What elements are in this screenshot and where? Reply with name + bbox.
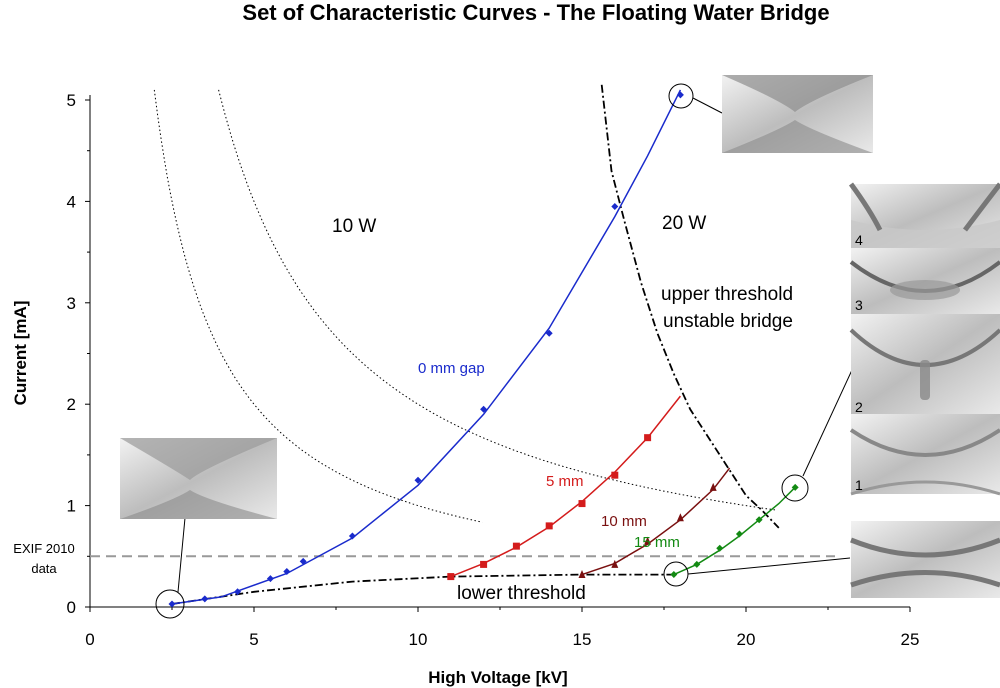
fit-curve-5-mm xyxy=(450,395,681,578)
photo-number-3: 3 xyxy=(855,297,863,313)
lower-threshold-label: lower threshold xyxy=(457,583,586,604)
series-label-0mm: 0 mm gap xyxy=(418,360,485,377)
data-point xyxy=(578,500,586,508)
photo-1 xyxy=(849,414,1000,496)
data-point xyxy=(201,595,209,603)
axes xyxy=(89,95,910,608)
power-curve xyxy=(153,89,483,523)
data-point xyxy=(676,91,684,99)
data-point xyxy=(234,588,242,596)
power-label-20w: 20 W xyxy=(662,213,706,234)
series-label-10mm: 10 mm xyxy=(601,513,647,530)
fit-curves xyxy=(171,89,796,605)
y-tick-label: 2 xyxy=(67,395,76,414)
data-point xyxy=(266,575,274,583)
data-point xyxy=(299,557,307,565)
threshold-curves xyxy=(171,84,780,605)
exif-label-line1: EXIF 2010 xyxy=(13,541,74,556)
lower-threshold-curve xyxy=(171,573,674,605)
photo-start-bridge xyxy=(120,438,277,519)
data-point xyxy=(693,560,701,568)
x-tick-label: 15 xyxy=(573,630,592,649)
data-point xyxy=(644,434,652,442)
data-point xyxy=(578,570,586,579)
x-tick-label: 5 xyxy=(249,630,258,649)
ticks: 0 5 10 15 20 25 0 1 2 3 4 5 xyxy=(67,91,920,649)
data-point xyxy=(168,600,176,608)
y-tick-label: 1 xyxy=(67,497,76,516)
y-tick-label: 3 xyxy=(67,294,76,313)
data-points xyxy=(168,91,799,608)
photo-number-4: 4 xyxy=(855,232,863,248)
exif-label-line2: data xyxy=(31,561,57,576)
pointer-line xyxy=(802,369,853,477)
x-tick-label: 25 xyxy=(901,630,920,649)
data-point xyxy=(283,568,291,576)
y-tick-label: 0 xyxy=(67,598,76,617)
data-point xyxy=(755,516,763,524)
pointer-line xyxy=(177,517,186,593)
data-point xyxy=(414,476,422,484)
data-point xyxy=(545,522,553,530)
x-tick-label: 10 xyxy=(409,630,428,649)
upper-threshold-label-line2: unstable bridge xyxy=(663,311,793,332)
highlight-circle-15mm-end xyxy=(781,474,809,502)
photo-4 xyxy=(848,182,1000,248)
data-point xyxy=(791,483,799,491)
y-tick-label: 4 xyxy=(67,192,76,211)
data-point xyxy=(716,544,724,552)
power-label-10w: 10 W xyxy=(332,216,376,237)
x-axis-label: High Voltage [kV] xyxy=(428,668,567,687)
photo-insets: 4 3 2 1 xyxy=(120,75,1000,598)
photo-number-2: 2 xyxy=(855,399,863,415)
highlight-circles xyxy=(155,83,809,619)
fit-curve-10-mm xyxy=(581,467,731,576)
pointer-line xyxy=(687,557,851,575)
y-axis-label: Current [mA] xyxy=(11,301,30,406)
photo-2 xyxy=(849,314,1000,414)
photo-3 xyxy=(849,248,1000,314)
upper-threshold-label-line1: upper threshold xyxy=(661,284,793,305)
data-point xyxy=(611,559,619,568)
annotations: 10 W 20 W upper threshold unstable bridg… xyxy=(13,213,793,604)
data-point xyxy=(611,471,619,479)
x-tick-label: 0 xyxy=(85,630,94,649)
data-point xyxy=(545,329,553,337)
data-point xyxy=(644,536,652,545)
photo-top-bridge xyxy=(722,75,873,153)
data-point xyxy=(480,405,488,413)
upper-threshold-curve xyxy=(600,84,780,529)
data-point xyxy=(670,571,678,579)
y-tick-label: 5 xyxy=(67,91,76,110)
highlight-circle-top xyxy=(668,83,694,109)
pointer-lines xyxy=(177,97,853,593)
pointer-line xyxy=(692,97,723,114)
data-point xyxy=(611,202,619,210)
data-point xyxy=(676,513,684,522)
data-point xyxy=(709,482,717,491)
x-tick-label: 20 xyxy=(737,630,756,649)
highlight-circle-start xyxy=(155,589,185,619)
series-label-5mm: 5 mm xyxy=(546,473,584,490)
data-point xyxy=(447,573,455,581)
series-label-15mm: 15 mm xyxy=(634,534,680,551)
data-point xyxy=(512,542,520,550)
chart-title: Set of Characteristic Curves - The Float… xyxy=(242,0,829,25)
power-curve xyxy=(218,89,777,511)
photo-15mm-bridge xyxy=(850,521,1000,598)
data-point xyxy=(735,530,743,538)
data-point xyxy=(480,560,488,568)
photo-number-1: 1 xyxy=(855,477,863,493)
power-curves xyxy=(153,89,777,523)
fit-curve-0-mm-gap xyxy=(171,89,682,605)
data-point xyxy=(348,532,356,540)
fit-curve-15-mm xyxy=(673,486,796,576)
